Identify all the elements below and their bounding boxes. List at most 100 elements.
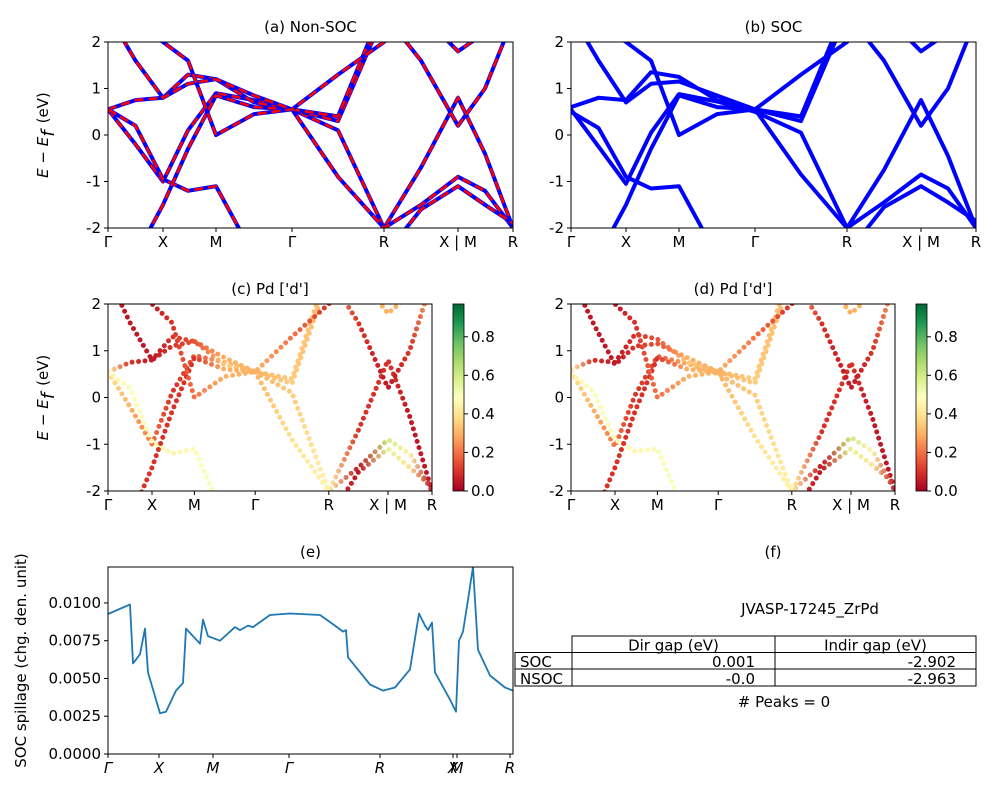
colorbar <box>915 303 928 492</box>
y-tick-label: 0.0000 <box>49 745 102 763</box>
x-tick-label: M <box>651 496 664 514</box>
x-tick-label: X <box>147 496 157 514</box>
band-overlay <box>149 42 506 228</box>
y-label-main: E − E <box>34 136 52 178</box>
projected-band <box>571 371 895 491</box>
y-tick-label: -1 <box>549 435 564 453</box>
table-cell <box>774 668 977 687</box>
y-tick-label: 0.0100 <box>49 594 102 612</box>
colorbar-tick-label: 0.4 <box>471 405 495 423</box>
colorbar <box>452 303 465 492</box>
y-label-unit: (eV) <box>34 355 52 386</box>
x-tick-label: Γ <box>751 233 760 251</box>
x-tick-label: Γ <box>104 233 113 251</box>
axes-frame <box>107 303 433 492</box>
x-tick-label: X <box>447 759 459 777</box>
axes-frame <box>107 566 514 755</box>
table-row-label: NSOC <box>520 670 563 688</box>
y-tick-label: 0 <box>91 126 101 144</box>
x-tick-label: M <box>210 233 223 251</box>
y-axis-label: E − Ef (eV) <box>34 92 59 178</box>
bands <box>571 42 976 228</box>
y-label-unit: (eV) <box>34 92 52 123</box>
y-tick-label: -2 <box>86 482 101 500</box>
y-axis-label: E − Ef (eV) <box>34 355 59 441</box>
x-tick-label: Γ <box>567 233 576 251</box>
panel-title: (e) <box>300 543 321 561</box>
colorbar-tick-label: 0.6 <box>934 366 958 384</box>
x-tick-label: R <box>505 759 515 777</box>
lines <box>108 567 513 715</box>
y-tick-label: 0.0025 <box>49 707 102 725</box>
y-axis-label: SOC spillage (chg. den. unit) <box>12 553 30 768</box>
colorbar-tick-label: 0.4 <box>934 405 958 423</box>
bands <box>571 304 895 491</box>
x-tick-label: R <box>324 496 334 514</box>
y-label-sub: f <box>38 128 59 137</box>
panel-title: (c) Pd ['d'] <box>231 280 309 298</box>
x-tick-label: X | M <box>832 496 870 514</box>
x-tick-label: X <box>158 233 168 251</box>
table-row-label: SOC <box>520 653 552 671</box>
y-tick-label: 0 <box>91 389 101 407</box>
y-tick-label: 1 <box>91 342 101 360</box>
projected-band <box>571 353 895 491</box>
x-tick-label: Γ <box>567 496 576 514</box>
x-tick-label: R <box>787 496 797 514</box>
x-tick-label: Γ <box>104 496 113 514</box>
table-value: 0.001 <box>712 653 755 671</box>
y-tick-label: 0 <box>554 126 564 144</box>
colorbar-tick-label: 0.0 <box>934 482 958 500</box>
y-tick-label: -1 <box>86 435 101 453</box>
x-tick-label: R <box>379 233 389 251</box>
x-tick-label: Γ <box>104 759 114 777</box>
axes-frame <box>570 303 896 492</box>
y-tick-label: 0.0050 <box>49 669 102 687</box>
table-footnote: # Peaks = 0 <box>738 693 830 711</box>
x-tick-label: Γ <box>714 496 723 514</box>
y-tick-label: 1 <box>91 80 101 98</box>
x-tick-label: X <box>621 233 631 251</box>
y-tick-label: 0 <box>554 389 564 407</box>
y-tick-label: -2 <box>549 219 564 237</box>
x-tick-label: X | M <box>369 496 407 514</box>
y-tick-label: 1 <box>554 342 564 360</box>
x-tick-label: M <box>451 759 464 777</box>
spillage-line <box>108 567 513 715</box>
y-tick-label: 2 <box>91 295 101 313</box>
x-tick-label: X <box>153 759 165 777</box>
x-tick-label: M <box>673 233 686 251</box>
x-tick-label: X | M <box>439 233 477 251</box>
panel-title: (f) <box>765 543 782 561</box>
table-value: -2.902 <box>908 653 956 671</box>
table-value: -2.963 <box>908 670 956 688</box>
projected-band <box>108 333 432 491</box>
table-caption: JVASP-17245_ZrPd <box>740 600 879 619</box>
x-tick-label: Γ <box>285 759 295 777</box>
colorbar-tick-label: 0.2 <box>471 443 495 461</box>
y-tick-label: 2 <box>554 33 564 51</box>
x-tick-label: Γ <box>251 496 260 514</box>
band-line <box>571 110 976 228</box>
y-tick-label: 2 <box>554 295 564 313</box>
colorbar-tick-label: 0.0 <box>471 482 495 500</box>
band-overlay <box>160 42 386 137</box>
panel-title: (d) Pd ['d'] <box>694 280 773 298</box>
y-tick-label: -2 <box>549 482 564 500</box>
projected-band <box>581 304 866 382</box>
x-tick-label: R <box>508 233 518 251</box>
x-tick-label: M <box>188 496 201 514</box>
axes-frame <box>107 41 514 229</box>
y-tick-label: 0.0075 <box>49 632 102 650</box>
x-tick-label: Γ <box>288 233 297 251</box>
x-tick-label: R <box>971 233 981 251</box>
y-tick-label: 2 <box>91 33 101 51</box>
bands <box>108 304 432 491</box>
y-label-sub: f <box>38 390 59 399</box>
band-line <box>622 42 850 137</box>
colorbar-tick-label: 0.2 <box>934 443 958 461</box>
projected-band <box>118 304 403 382</box>
x-tick-label: R <box>427 496 437 514</box>
band-overlay <box>108 108 513 228</box>
